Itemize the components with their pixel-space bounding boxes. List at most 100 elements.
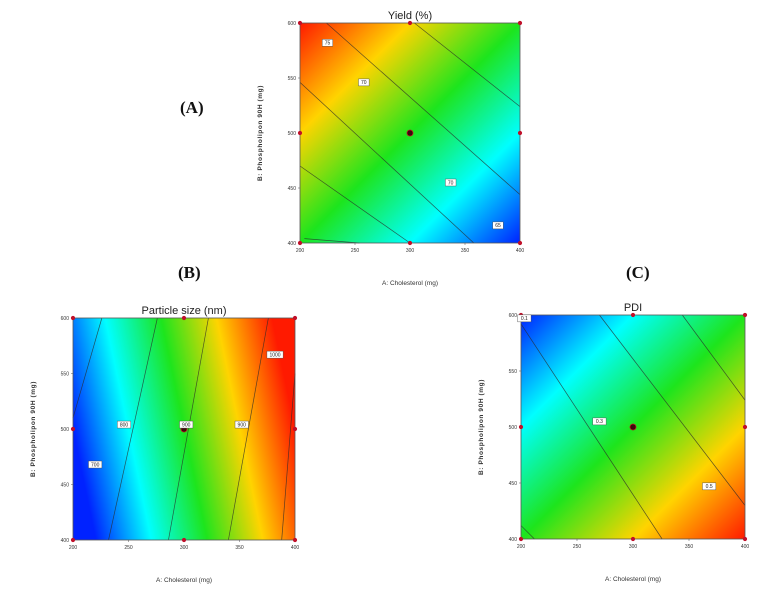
x-axis-label-c: A: Cholesterol (mg) [605,576,661,583]
contour-label-box-c [517,314,532,323]
contour-line-a-3 [326,22,521,195]
contour-label-a: 70 [361,80,367,86]
contour-label-b: 900 [182,422,191,428]
panel-letter-a: (A) [180,98,204,117]
contour-line-c-1 [520,323,663,540]
contour-label-box-a [321,39,333,47]
contour-label-box-b [266,350,284,359]
contour-label-box-b [117,420,131,429]
contour-label-c: 0.5 [706,484,713,490]
y-tick-label-b: 550 [61,372,70,378]
contour-line-b-1 [108,317,158,541]
y-axis-label-a: B: Phospholipon 90H (mg) [257,85,264,181]
contour-label-b: 800 [120,422,129,428]
design-point-b [70,426,76,432]
contour-line-b-4 [281,373,296,541]
chart-title-b: Particle size (nm) [142,305,227,317]
y-tick-label-c: 500 [509,425,518,431]
contour-plot-a-svg: Yield (%) 200 250 300 350 400 400 450 500 550 600 A… [257,10,525,287]
x-tick-label-c: 400 [741,544,750,550]
design-point-b [181,315,187,321]
contour-line-b-0 [72,317,103,418]
x-tick-label-a: 250 [351,248,360,254]
y-axis-label-c: B: Phospholipon 90H (mg) [478,379,485,475]
y-tick-label-c: 400 [509,537,518,543]
x-tick-label-a: 350 [461,248,470,254]
panel-letter-c: (C) [626,263,650,282]
contour-line-c-2 [599,314,746,506]
design-point-a [517,130,523,136]
contour-label-box-c [592,417,607,426]
contour-label-box-a [492,221,504,230]
contour-label-a: 70 [448,180,454,186]
design-point-a [297,240,303,246]
center-point-c [629,423,637,431]
contour-plot-c: PDI 200 250 300 350 400 400 450 500 550 600 A: Chol… [465,300,758,590]
x-axis-label-b: A: Cholesterol (mg) [156,577,212,584]
contour-label-b: 700 [91,462,100,468]
design-point-b [292,315,298,321]
design-point-a [517,20,523,26]
contour-line-a-0 [304,238,360,244]
design-point-b [181,537,187,543]
x-axis-label-a: A: Cholesterol (mg) [382,280,438,287]
x-tick-label-a: 200 [296,248,305,254]
chart-title-a: Yield (%) [388,10,432,22]
x-tick-label-c: 350 [685,544,694,550]
y-axis-label-b: B: Phospholipon 90H (mg) [30,381,37,477]
contour-label-c: 0.3 [596,419,603,425]
x-tick-label-b: 350 [235,545,244,551]
contour-label-box-b [88,460,103,469]
x-tick-label-c: 300 [629,544,638,550]
y-tick-label-b: 450 [61,483,70,489]
design-point-c [630,312,636,318]
y-tick-label-b: 500 [61,427,70,433]
contour-line-a-2 [299,82,475,244]
contour-label-c: 0.1 [521,316,528,322]
center-point-a [406,129,414,137]
design-point-c [742,424,748,430]
chart-title-c: PDI [624,302,642,314]
contour-label-a: 75 [325,41,331,47]
x-tick-label-a: 300 [406,248,415,254]
contour-line-a-4 [414,22,521,107]
design-point-b [70,537,76,543]
x-tick-label-b: 250 [124,545,133,551]
design-point-c [742,536,748,542]
contour-plot-c-svg: PDI 200 250 300 350 400 400 450 500 550 600 A: Chol… [478,302,750,583]
y-tick-label-c: 450 [509,481,518,487]
y-tick-label-a: 600 [288,21,297,27]
y-tick-label-b: 600 [61,316,70,322]
design-point-c [630,536,636,542]
contour-line-b-3 [228,317,269,541]
y-tick-label-a: 450 [288,186,297,192]
x-tick-label-b: 200 [69,545,78,551]
contour-line-c-3 [681,314,746,401]
y-tick-label-c: 600 [509,313,518,319]
contour-plot-a: Yield (%) 200 250 300 350 400 400 450 500 550 600 A… [240,5,540,295]
y-tick-label-c: 550 [509,369,518,375]
x-tick-label-c: 200 [517,544,526,550]
x-tick-label-c: 250 [573,544,582,550]
contour-line-b-2 [168,317,209,541]
design-point-a [407,20,413,26]
design-point-b [292,537,298,543]
contour-label-box-c [702,482,717,491]
contour-plot-b: Particle size (nm) 200 250 300 350 400 400 450 5… [15,300,315,590]
design-point-a [517,240,523,246]
y-tick-label-b: 400 [61,538,70,544]
design-point-c [742,312,748,318]
y-tick-label-a: 500 [288,131,297,137]
contour-label-box-a [445,178,457,187]
x-tick-label-a: 400 [516,248,525,254]
design-point-b [292,426,298,432]
design-point-b [70,315,76,321]
contour-line-c-0 [520,525,535,540]
contour-label-b: 1000 [269,352,280,358]
x-tick-label-b: 400 [291,545,300,551]
contour-line-a-1 [299,165,411,244]
contour-label-box-b [234,420,249,429]
y-tick-label-a: 550 [288,76,297,82]
design-point-a [407,240,413,246]
panel-letter-b: (B) [178,263,201,282]
